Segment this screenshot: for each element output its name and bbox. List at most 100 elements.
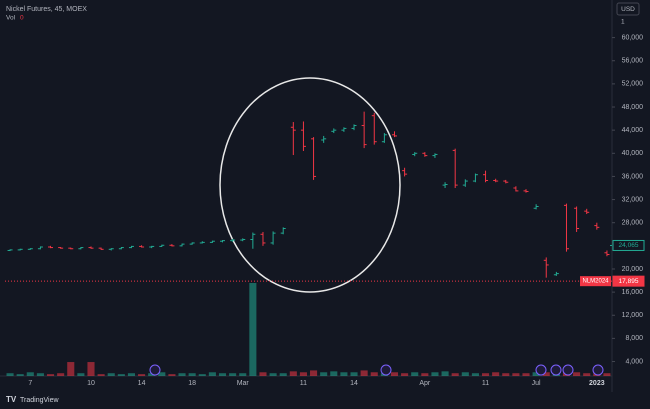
volume-bar [67,362,75,376]
event-icon[interactable] [592,364,604,376]
volume-bar [370,372,378,376]
price-label: 24,065 [619,242,639,249]
x-tick-label: 11 [482,380,489,387]
scale-multiplier[interactable]: 1 [621,19,625,26]
volume-bar [188,373,196,376]
volume-bar [299,372,307,376]
y-tick-label: 12,000 [622,312,644,319]
x-tick-label: 11 [300,380,307,387]
y-tick-label: 60,000 [622,34,644,41]
volume-bar [522,373,530,376]
volume-bar [451,373,459,376]
volume-bar [350,372,358,376]
volume-bar [492,372,500,376]
x-tick-label: 10 [87,380,95,387]
volume-bar [208,372,216,376]
y-tick-label: 52,000 [622,81,644,88]
x-tick-label: 18 [188,380,196,387]
footer [0,392,650,409]
price-name-box [580,276,611,287]
y-tick-label: 8,000 [625,335,643,342]
volume-bar [6,373,14,376]
y-tick-label: 20,000 [622,266,644,273]
volume-bar [279,373,287,376]
volume-bar [218,373,227,376]
volume-bar [138,374,146,376]
volume-bar [502,373,510,376]
x-tick-label: 14 [350,380,358,387]
unit-box[interactable] [616,2,640,16]
y-tick-label: 28,000 [622,220,644,227]
volume-bar [431,372,439,376]
volume-bar [158,372,166,376]
event-icon[interactable] [550,364,562,376]
volume-legend: Vol [6,15,16,22]
volume-bar [390,372,399,376]
volume-bar [289,371,297,376]
event-icons [149,364,604,376]
volume-bar [259,372,267,376]
price-label-box [612,275,645,287]
volume-bar [360,370,368,376]
y-tick-label: 56,000 [622,58,644,65]
x-tick-label: 14 [138,380,146,387]
price-label-box [612,239,645,251]
scale-unit[interactable]: USD [621,6,635,13]
volume-bar [178,373,186,376]
volume-bar [57,373,65,376]
event-icon[interactable] [149,364,161,376]
x-tick-label: Jul [532,380,541,387]
volume-bar [573,372,581,376]
volume-bar [471,373,479,376]
volume-bar [310,370,318,376]
x-tick-label: 2023 [589,380,605,387]
volume-bar [16,374,24,376]
x-tick-label: Apr [419,380,431,387]
volume-bar [512,373,520,376]
x-tick-label: Mar [237,380,250,387]
volume-bar [87,362,95,376]
volume-bar [77,373,85,376]
y-tick-label: 44,000 [622,127,644,134]
brand[interactable]: TradingView [20,397,59,404]
y-tick-label: 48,000 [622,104,644,111]
volume-bar [330,371,338,376]
price-name: NLM2024 [582,279,609,285]
volume-bar [198,374,206,376]
volume-bar [320,372,328,376]
chart-title: Nickel Futures, 45, MOEX [6,6,87,13]
event-icon[interactable] [380,364,392,376]
y-tick-label: 36,000 [622,173,644,180]
volume-bar [532,372,540,376]
price-label: 17,895 [619,278,639,285]
volume-bar [482,373,490,376]
event-icon[interactable] [535,364,547,376]
volume-bar [603,373,611,376]
y-tick-label: 40,000 [622,150,644,157]
volume-bar [542,372,550,376]
volume-bar [36,373,44,376]
volume-bar [411,372,419,376]
volume-bar [168,374,176,376]
volume-bar [340,372,348,376]
volume-bar [249,283,257,376]
y-tick-label: 4,000 [625,358,643,365]
volume-legend-value: 0 [20,15,24,22]
volume-bar [269,373,277,376]
volume-bar [239,373,247,376]
brand-logo[interactable]: TV [6,395,17,404]
volume-bar [401,373,409,376]
volume-bar [46,374,55,376]
volume-bar [583,373,591,376]
volume-bar [117,374,125,376]
volume-bar [461,372,469,376]
event-icon[interactable] [562,364,574,376]
y-tick-label: 32,000 [622,196,644,203]
volume-bar [127,373,135,376]
volume-bar [148,373,156,376]
volume-bar [229,373,237,376]
volume-bar [97,374,105,376]
